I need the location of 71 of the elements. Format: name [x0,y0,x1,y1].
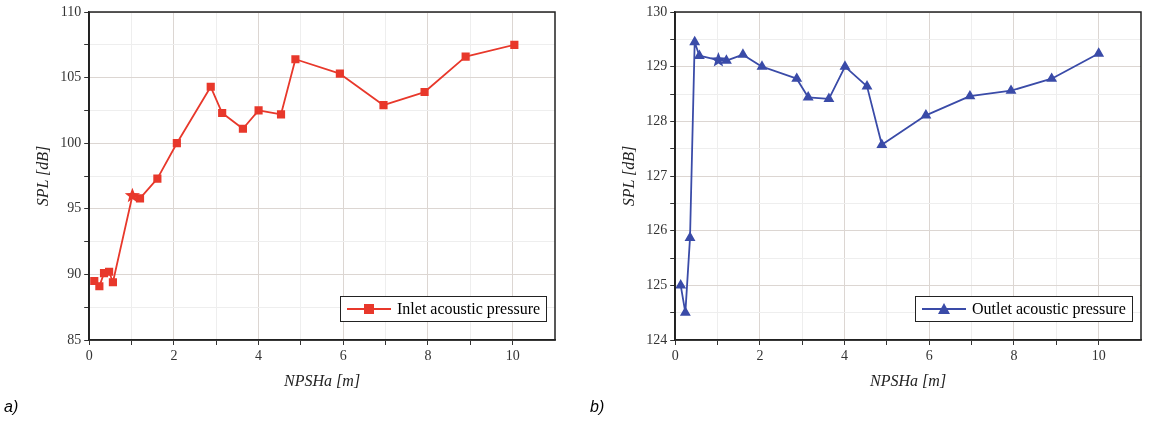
point [710,52,726,67]
y-axis-title: SPL [dB] [33,145,51,207]
x-tick-label: 8 [424,348,432,364]
point [921,109,931,119]
y-tick-label: 110 [60,3,82,19]
point [420,87,429,97]
point [291,55,300,64]
x-tick-label: 6 [925,348,933,364]
point [206,82,215,91]
point [757,61,767,70]
point [335,69,344,78]
y-tick-label: 128 [646,113,668,129]
x-tick-label: 4 [255,348,263,364]
y-tick-label: 129 [646,58,668,74]
point [840,61,850,70]
y-tick-label: 100 [60,134,82,150]
point [689,36,700,46]
point [95,282,104,291]
x-tick-label: 2 [756,348,764,364]
point [824,93,834,103]
legend-label: Inlet acoustic pressure [397,300,541,318]
point [153,174,162,183]
point [238,124,247,133]
point [461,52,470,61]
point [108,278,117,287]
point [738,49,748,58]
point [877,139,887,148]
point [685,232,695,241]
y-tick-label: 127 [646,167,668,183]
text: b) [590,398,605,416]
point [1006,85,1016,94]
point [721,55,732,64]
point [105,267,114,276]
x-axis-title: NPSHa [m] [283,371,361,389]
x-tick-label: 6 [339,348,347,364]
x-tick-label: 10 [505,348,520,364]
point [135,194,145,203]
point [379,101,388,110]
y-tick-label: 105 [60,69,82,85]
point [276,110,286,119]
x-tick-label: 0 [671,348,679,364]
x-tick-label: 8 [1010,348,1018,364]
y-tick-label: 85 [67,331,82,347]
y-tick-label: 124 [646,331,668,347]
point [965,90,975,100]
text: a) [4,398,19,416]
y-tick-label: 95 [67,200,82,216]
point [675,279,686,289]
point [791,73,802,82]
point [124,187,140,203]
point [172,139,181,148]
x-tick-label: 0 [85,348,93,364]
y-tick-label: 125 [646,277,668,293]
y-tick-label: 130 [646,3,668,19]
x-axis-title: NPSHa [m] [869,371,947,389]
legend-label: Outlet acoustic pressure [972,300,1126,318]
point [1093,48,1104,57]
point [510,40,519,49]
point [862,80,872,90]
point [1046,73,1057,82]
x-tick-label: 10 [1091,348,1106,364]
point [803,91,813,101]
point [218,108,227,118]
point [254,106,263,115]
point [680,307,691,316]
y-axis-title: SPL [dB] [619,145,637,207]
x-tick-label: 4 [841,348,849,364]
x-tick-label: 2 [170,348,178,364]
y-tick-label: 90 [67,266,82,282]
point [694,50,705,59]
y-tick-label: 126 [646,222,668,238]
